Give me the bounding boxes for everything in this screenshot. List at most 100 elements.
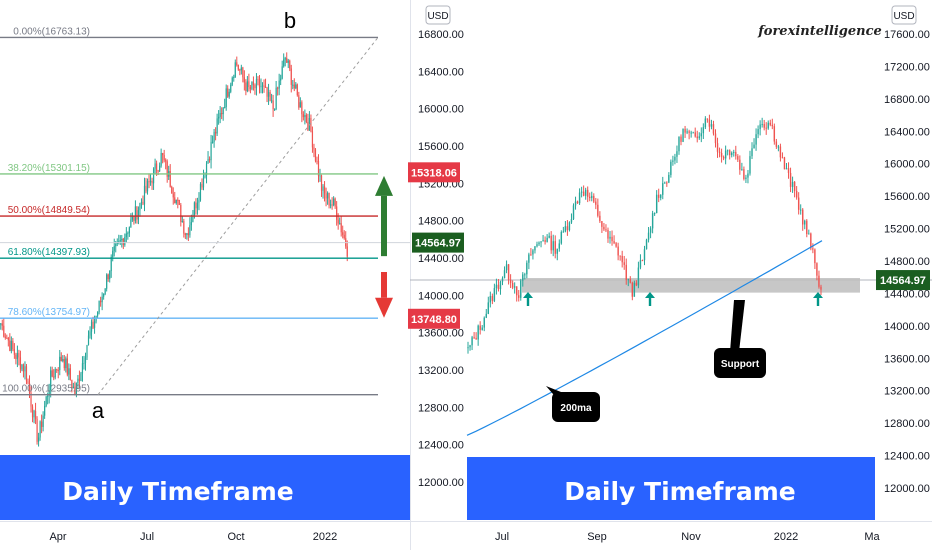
left-candle bbox=[236, 62, 238, 66]
left-candle bbox=[122, 238, 124, 245]
right-y-tick: 14800.00 bbox=[884, 256, 930, 268]
left-y-tick: 14400.00 bbox=[418, 253, 464, 265]
left-candle bbox=[133, 215, 135, 221]
right-y-tick: 16400.00 bbox=[884, 126, 930, 138]
left-candle bbox=[231, 77, 233, 85]
left-y-tick: 12000.00 bbox=[418, 477, 464, 489]
right-candle bbox=[501, 278, 504, 282]
left-candle bbox=[342, 232, 344, 235]
left-candle bbox=[65, 358, 67, 369]
right-candle bbox=[751, 148, 753, 157]
left-candle bbox=[75, 383, 78, 395]
left-candle bbox=[198, 200, 200, 203]
left-candle bbox=[251, 81, 253, 90]
left-candle bbox=[57, 369, 59, 371]
left-candle bbox=[86, 345, 88, 358]
right-candle bbox=[540, 241, 542, 243]
right-candle bbox=[497, 284, 500, 290]
left-currency-box bbox=[425, 5, 451, 25]
right-candle bbox=[605, 229, 607, 231]
right-candle bbox=[611, 236, 613, 242]
price-badge-label: 14564.97 bbox=[415, 238, 461, 250]
left-candle bbox=[101, 296, 103, 303]
left-candle bbox=[222, 107, 224, 115]
left-candle bbox=[339, 223, 341, 225]
left-candle bbox=[31, 406, 34, 418]
left-candle bbox=[320, 175, 323, 191]
left-candle bbox=[39, 421, 41, 438]
left-x-tick: Oct bbox=[227, 531, 244, 543]
right-candle bbox=[769, 122, 771, 125]
right-support-zone bbox=[410, 278, 932, 293]
left-candle bbox=[207, 159, 209, 164]
left-candle bbox=[296, 84, 298, 96]
left-candle bbox=[261, 85, 264, 87]
left-candle bbox=[292, 84, 294, 86]
left-candle bbox=[333, 198, 335, 205]
left-candle bbox=[36, 418, 38, 442]
left-candle bbox=[208, 159, 211, 161]
watermark: forexintelligence bbox=[757, 24, 882, 39]
support-callout-text: Support bbox=[721, 359, 760, 370]
left-candle bbox=[96, 312, 99, 316]
left-candle bbox=[10, 340, 12, 351]
left-candle bbox=[311, 131, 314, 148]
right-candle bbox=[503, 270, 506, 279]
left-candle bbox=[124, 237, 126, 245]
200ma-callout-text: 200ma bbox=[560, 403, 592, 414]
right-candle bbox=[560, 232, 563, 244]
left-candle bbox=[275, 87, 277, 110]
left-candle bbox=[19, 357, 22, 370]
right-candle bbox=[793, 181, 796, 191]
left-candle bbox=[115, 244, 117, 247]
support-arrow-head bbox=[645, 292, 655, 298]
right-currency: USD bbox=[893, 11, 914, 22]
right-y-tick: 15600.00 bbox=[884, 191, 930, 203]
right-candle bbox=[735, 152, 737, 157]
left-candle bbox=[47, 395, 49, 397]
left-candle bbox=[112, 250, 114, 257]
left-candle bbox=[51, 370, 53, 377]
right-candle bbox=[690, 132, 692, 134]
left-candle bbox=[175, 199, 177, 204]
right-candle bbox=[520, 280, 522, 298]
support-arrow-shaft bbox=[526, 296, 530, 306]
left-y-tick: 16800.00 bbox=[418, 29, 464, 41]
left-candle bbox=[263, 85, 265, 87]
left-candle bbox=[325, 193, 327, 199]
left-candle bbox=[42, 415, 44, 427]
right-price-badge-label: 14564.97 bbox=[880, 275, 926, 287]
right-currency-box bbox=[891, 5, 917, 25]
left-candle bbox=[44, 406, 46, 416]
right-candle bbox=[515, 286, 518, 296]
left-candle bbox=[299, 102, 301, 108]
right-candle bbox=[489, 296, 492, 303]
left-y-tick: 14000.00 bbox=[418, 290, 464, 302]
left-candle bbox=[118, 241, 120, 243]
left-candle bbox=[172, 193, 174, 198]
right-candle bbox=[643, 249, 646, 261]
right-candle bbox=[765, 127, 767, 129]
right-candle bbox=[591, 195, 593, 199]
left-candle bbox=[110, 256, 112, 272]
left-candle bbox=[74, 386, 76, 395]
right-y-tick: 16800.00 bbox=[884, 94, 930, 106]
right-candle bbox=[722, 156, 725, 159]
right-candle bbox=[641, 260, 644, 262]
200ma-callout bbox=[552, 392, 600, 422]
right-candle bbox=[471, 337, 473, 346]
left-candle bbox=[69, 368, 71, 380]
right-candle bbox=[615, 243, 617, 247]
right-candle bbox=[562, 231, 565, 233]
right-candle bbox=[688, 131, 690, 133]
left-candle bbox=[140, 201, 143, 203]
right-y-tick: 14400.00 bbox=[884, 288, 930, 300]
right-candle bbox=[625, 264, 627, 280]
right-candle bbox=[680, 136, 682, 142]
right-banner bbox=[467, 457, 875, 520]
support-zone bbox=[522, 278, 860, 293]
right-candle bbox=[755, 134, 757, 145]
right-candle bbox=[513, 286, 516, 288]
right-candle bbox=[550, 235, 552, 251]
